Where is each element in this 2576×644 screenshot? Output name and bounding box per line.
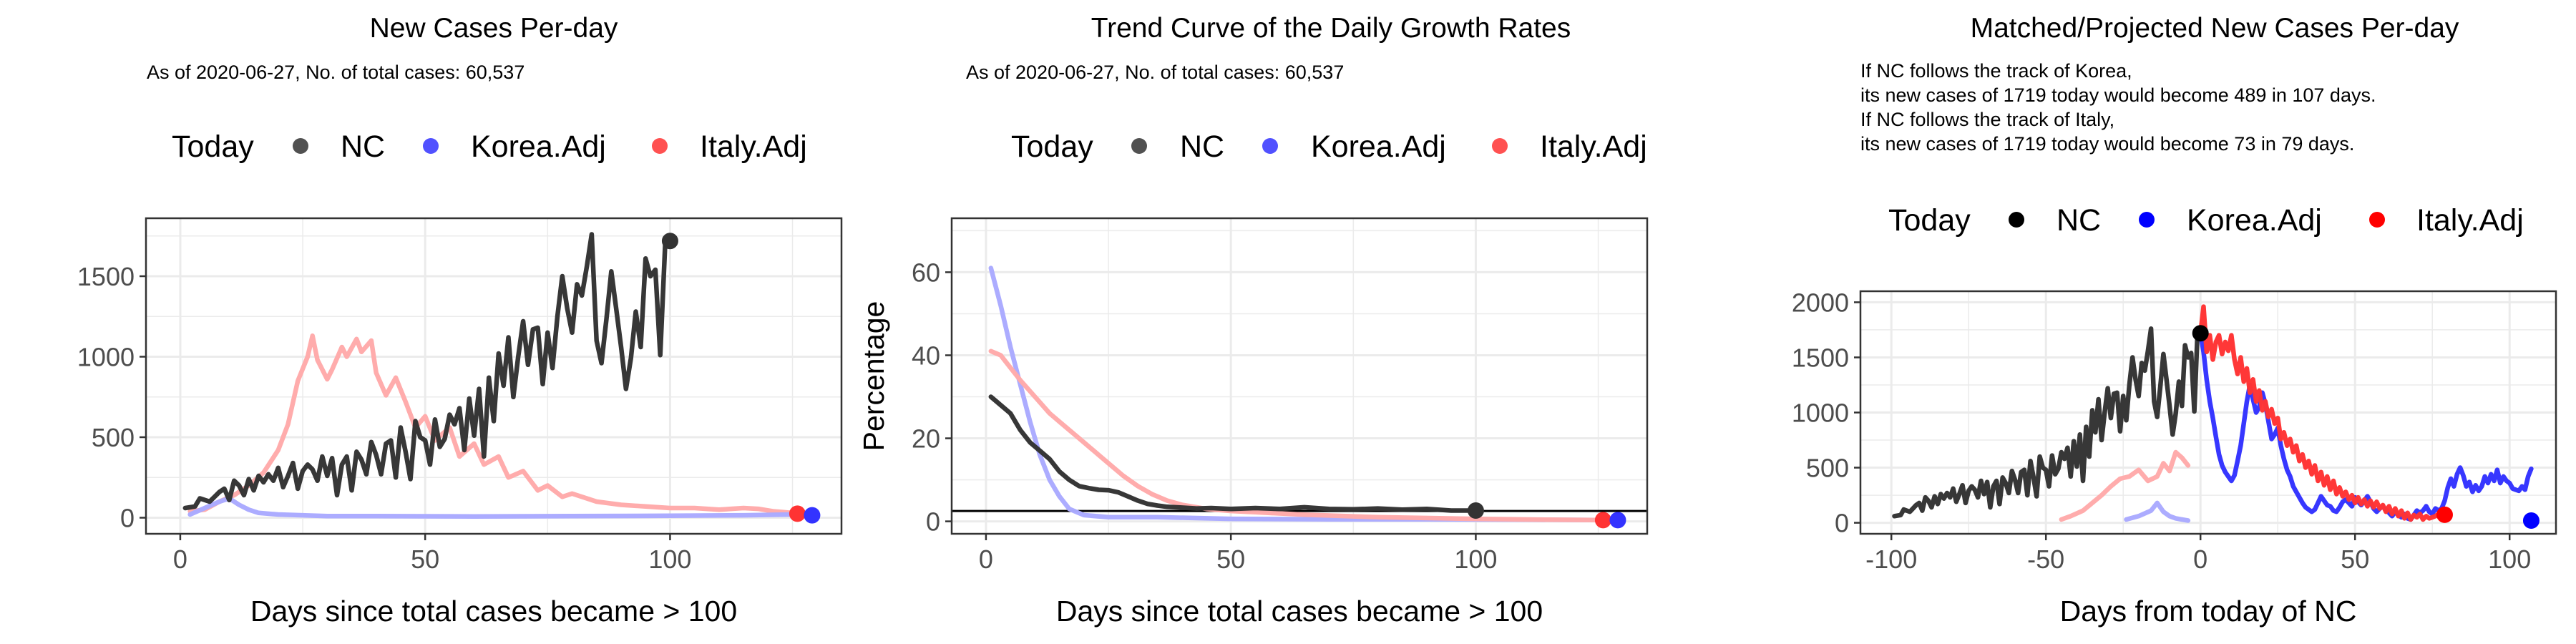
plot-border bbox=[145, 217, 843, 535]
gridlines bbox=[1860, 291, 2556, 534]
plot-border bbox=[950, 217, 1649, 535]
legend-key-dot bbox=[2369, 212, 2385, 228]
series-line-korea-adj bbox=[988, 265, 1616, 523]
series-layer bbox=[988, 265, 1616, 523]
legend-label: Korea.Adj bbox=[471, 130, 606, 164]
x-tick-label: -100 bbox=[1865, 545, 1917, 574]
y-tick-label: 1500 bbox=[77, 262, 135, 291]
series-line-nc bbox=[182, 232, 673, 511]
projection-note-line: If NC follows the track of Korea, bbox=[1860, 60, 2132, 82]
today-marker-nc bbox=[2192, 325, 2209, 342]
today-marker-italy-adj bbox=[1594, 512, 1611, 529]
today-marker-nc bbox=[661, 233, 678, 250]
legend: Today NC Korea.Adj Italy.Adj bbox=[1888, 203, 2524, 238]
chart-subtitle: As of 2020-06-27, No. of total cases: 60… bbox=[966, 62, 1344, 83]
chart-title: New Cases Per-day bbox=[370, 13, 618, 44]
series-layer bbox=[1892, 304, 2534, 523]
legend-label: Italy.Adj bbox=[700, 130, 807, 164]
legend: Today NC Korea.Adj Italy.Adj bbox=[1011, 130, 1647, 164]
series-layer bbox=[182, 232, 810, 519]
chart-title: Trend Curve of the Daily Growth Rates bbox=[1091, 13, 1571, 44]
y-tick-label: 20 bbox=[912, 424, 940, 454]
legend-key-dot bbox=[1131, 138, 1147, 154]
y-tick-label: 1500 bbox=[1792, 343, 1849, 372]
y-tick-label: 500 bbox=[1806, 454, 1849, 483]
y-tick-label: 2000 bbox=[1792, 288, 1849, 317]
legend-label: NC bbox=[2057, 203, 2101, 238]
axis-ticks: 0 50 100 0 20 40 60 bbox=[912, 258, 1498, 574]
legend-label: Korea.Adj bbox=[2187, 203, 2322, 238]
legend-label: Italy.Adj bbox=[1540, 130, 1647, 164]
legend-title: Today bbox=[172, 130, 254, 164]
chart-panel-1: New Cases Per-day As of 2020-06-27, No. o… bbox=[77, 13, 843, 628]
legend-key-dot bbox=[1492, 138, 1508, 154]
legend-key-dot bbox=[293, 138, 308, 154]
x-tick-label: 50 bbox=[2341, 545, 2369, 574]
series-line-korea-adj bbox=[2124, 500, 2191, 523]
today-marker-korea-adj bbox=[2522, 512, 2540, 530]
y-tick-label: 40 bbox=[912, 341, 940, 370]
y-tick-label: 1000 bbox=[77, 343, 135, 372]
x-axis-label: Days from today of NC bbox=[2060, 595, 2357, 628]
x-tick-label: 100 bbox=[2488, 545, 2531, 574]
x-axis-label: Days since total cases became > 100 bbox=[250, 595, 737, 628]
projection-note-line: its new cases of 1719 today would become… bbox=[1860, 133, 2354, 155]
today-marker-nc bbox=[1467, 502, 1484, 519]
x-tick-label: 0 bbox=[173, 545, 187, 574]
y-tick-label: 500 bbox=[92, 423, 135, 452]
y-tick-label: 0 bbox=[926, 507, 940, 537]
legend-label: NC bbox=[1180, 130, 1224, 164]
legend-key-dot bbox=[2009, 212, 2024, 228]
x-tick-label: 0 bbox=[2193, 545, 2207, 574]
x-tick-label: 50 bbox=[1216, 545, 1245, 574]
legend-label: Italy.Adj bbox=[2416, 203, 2524, 238]
x-tick-label: 100 bbox=[1454, 545, 1497, 574]
y-tick-label: 60 bbox=[912, 258, 940, 287]
y-tick-label: 1000 bbox=[1792, 399, 1849, 428]
x-tick-label: 100 bbox=[648, 545, 691, 574]
today-marker-italy-adj bbox=[789, 505, 806, 522]
legend-key-dot bbox=[1262, 138, 1278, 154]
series-line-nc bbox=[1892, 326, 2203, 519]
today-marker-korea-adj bbox=[1609, 512, 1626, 529]
legend-label: Korea.Adj bbox=[1311, 130, 1446, 164]
legend: Today NC Korea.Adj Italy.Adj bbox=[172, 130, 807, 164]
series-line-italy-adj bbox=[2197, 304, 2447, 522]
y-tick-label: 0 bbox=[120, 504, 135, 533]
chart-subtitle: As of 2020-06-27, No. of total cases: 60… bbox=[147, 62, 525, 83]
x-tick-label: 50 bbox=[411, 545, 439, 574]
chart-panel-2: Trend Curve of the Daily Growth Rates As … bbox=[857, 13, 1649, 628]
chart-panel-3: Matched/Projected New Cases Per-day If NC… bbox=[1792, 13, 2557, 628]
chart-title: Matched/Projected New Cases Per-day bbox=[1971, 13, 2459, 44]
projection-note-line: its new cases of 1719 today would become… bbox=[1860, 84, 2376, 106]
legend-title: Today bbox=[1888, 203, 1971, 238]
legend-key-dot bbox=[423, 138, 439, 154]
series-line-italy-adj bbox=[187, 333, 795, 516]
legend-key-dot bbox=[652, 138, 668, 154]
legend-title: Today bbox=[1011, 130, 1093, 164]
series-line-italy-adj bbox=[988, 348, 1606, 523]
x-axis-label: Days since total cases became > 100 bbox=[1056, 595, 1543, 628]
projection-note-line: If NC follows the track of Italy, bbox=[1860, 109, 2114, 130]
x-tick-label: 0 bbox=[979, 545, 993, 574]
today-marker-korea-adj bbox=[804, 507, 821, 524]
x-tick-label: -50 bbox=[2027, 545, 2064, 574]
series-line-nc bbox=[988, 394, 1478, 513]
y-tick-label: 0 bbox=[1835, 509, 1849, 538]
today-marker-italy-adj bbox=[2436, 506, 2453, 523]
series-line-korea-adj bbox=[187, 496, 810, 519]
legend-key-dot bbox=[2139, 212, 2155, 228]
series-line-italy-adj bbox=[2059, 449, 2191, 522]
y-axis-label: Percentage bbox=[857, 301, 890, 452]
legend-label: NC bbox=[341, 130, 385, 164]
